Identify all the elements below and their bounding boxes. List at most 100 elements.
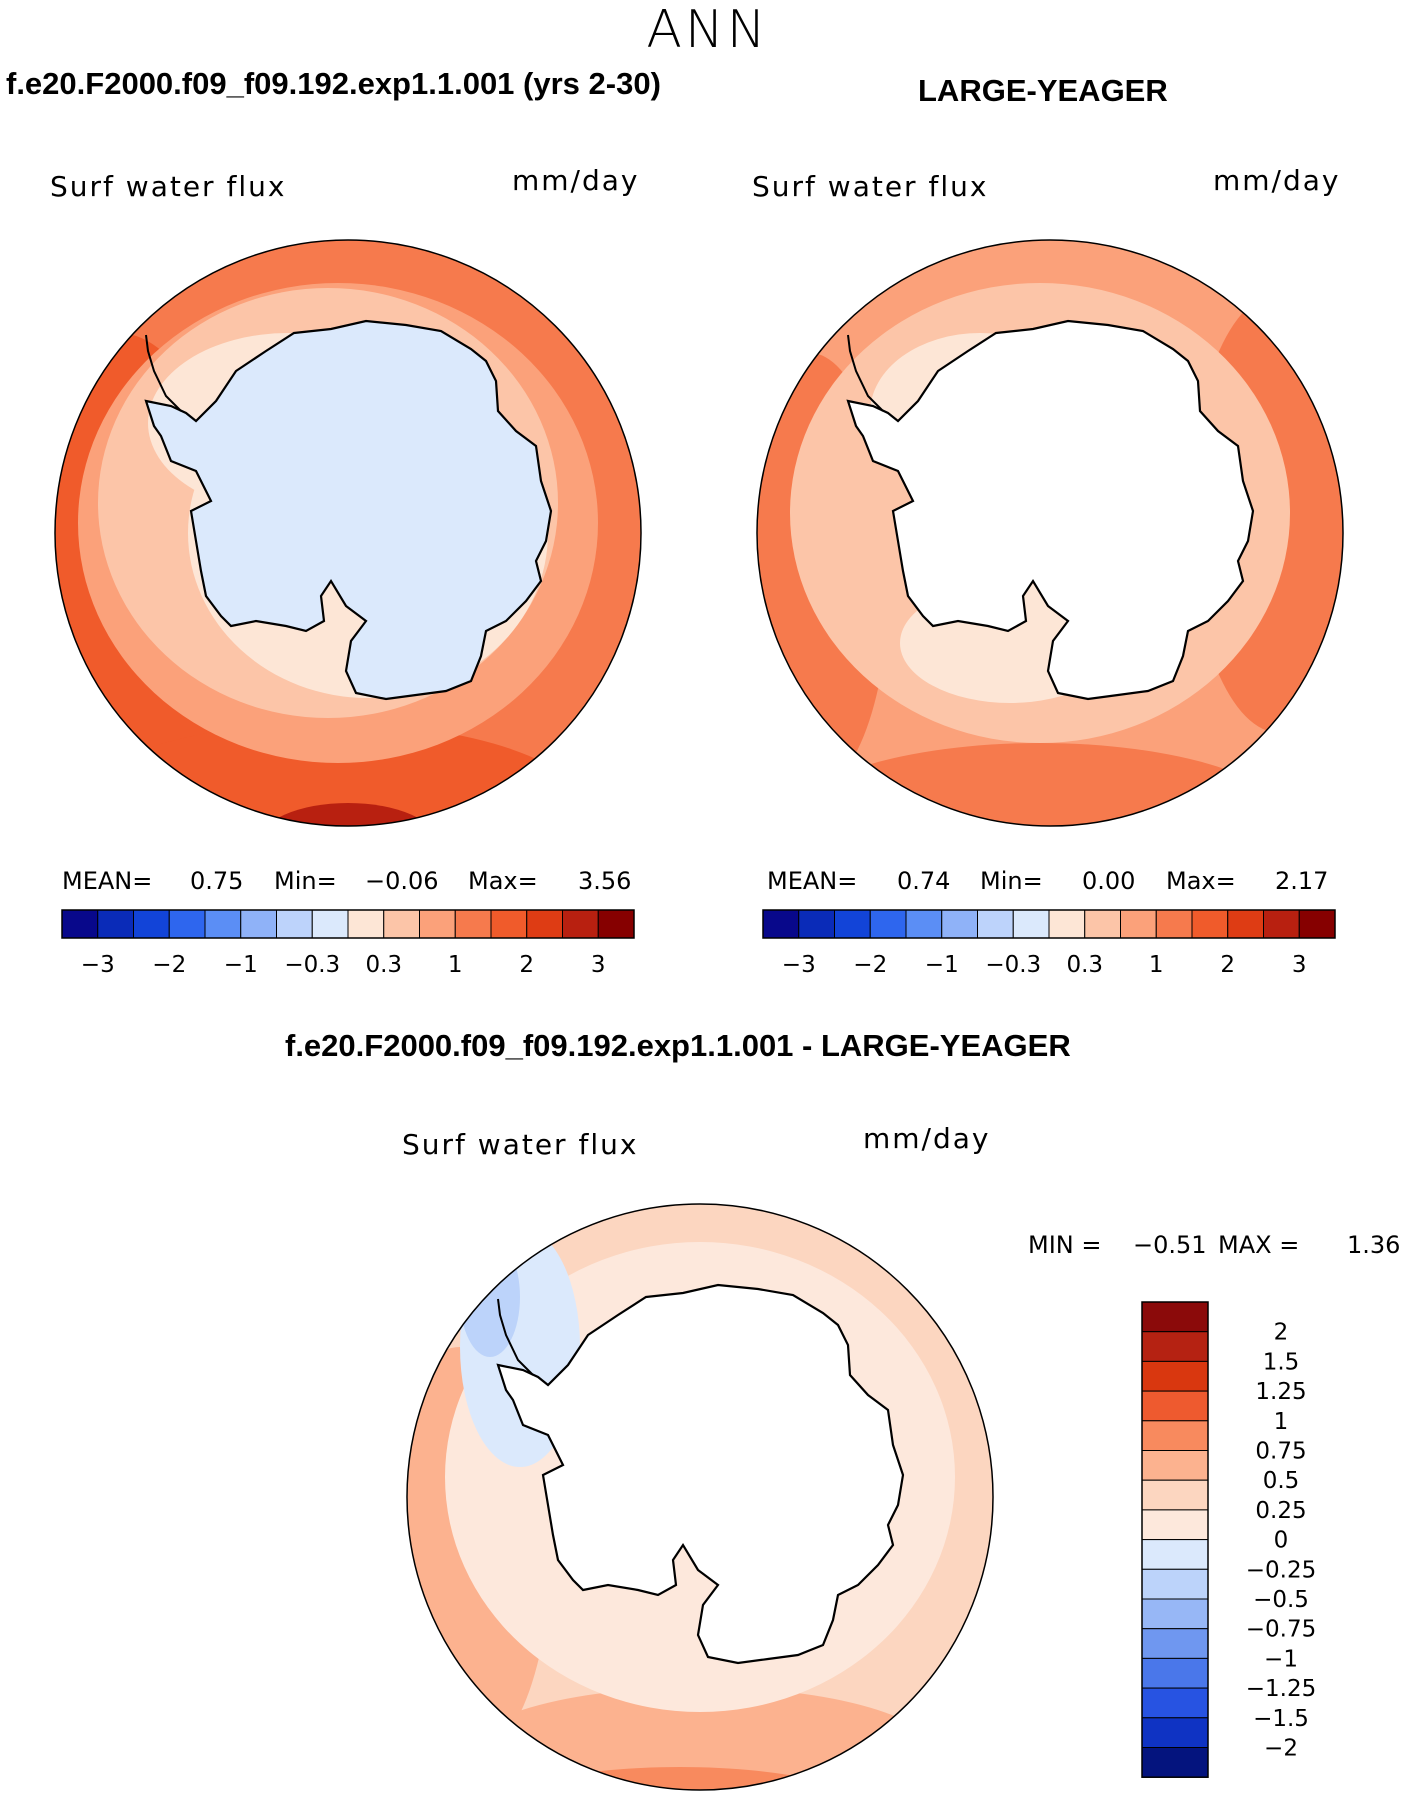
panel1-colorbar-cell: [419, 909, 456, 939]
panel1-colorbar-cell: [597, 909, 635, 939]
panel2-colorbar-cell: [905, 909, 943, 939]
diff-colorbar-cell: [1141, 1390, 1209, 1422]
panel2-colorbar-cell: [834, 909, 871, 939]
panel1-colorbar-cell: [562, 909, 599, 939]
diff-colorbar-cell: [1141, 1568, 1209, 1600]
diff-colorbar-cell: [1141, 1598, 1209, 1630]
panel2-colorbar-cell: [1191, 909, 1229, 939]
panel1-case-title: f.e20.F2000.f09_f09.192.exp1.1.001 (yrs …: [6, 66, 661, 101]
diff-colorbar-cell: [1141, 1301, 1209, 1333]
diff-units-label: mm/day: [863, 1122, 991, 1155]
panel1-colorbar-cell: [61, 909, 99, 939]
diff-min-value: −0.51: [1133, 1231, 1207, 1259]
diff-colorbar-tick-label: −0.5: [1253, 1587, 1309, 1613]
panel2-map-boundary: [756, 239, 1344, 827]
diff-min-label: MIN =: [1028, 1231, 1102, 1259]
panel2-colorbar-cell: [1120, 909, 1157, 939]
diff-colorbar-tick-label: −0.75: [1246, 1617, 1316, 1643]
diff-colorbar-tick-label: −1.25: [1246, 1676, 1316, 1702]
panel1-max-label: Max=: [468, 867, 538, 895]
panel1-min-label: Min=: [274, 867, 337, 895]
panel1-colorbar-tick-label: −1: [224, 952, 258, 978]
panel1-colorbar-tick-label: −3: [81, 952, 115, 978]
panel2-colorbar-tick-label: −0.3: [985, 952, 1041, 978]
panel2-colorbar-tick-label: −3: [782, 952, 816, 978]
diff-max-label: MAX =: [1218, 1231, 1300, 1259]
diff-colorbar-cell: [1141, 1539, 1209, 1570]
diff-colorbar-cell: [1141, 1717, 1209, 1749]
panel1-mean-label: MEAN=: [62, 867, 153, 895]
panel1-colorbar-cell: [311, 909, 349, 939]
panel2-colorbar-cell: [977, 909, 1014, 939]
panel2-mean-value: 0.74: [897, 867, 951, 895]
panel1-colorbar-tick-label: 1: [448, 952, 463, 978]
panel2-colorbar-cell: [1227, 909, 1264, 939]
diff-colorbar-tick-label: 1: [1274, 1409, 1289, 1435]
panel1-colorbar-cell: [526, 909, 563, 939]
diff-colorbar-tick-label: 0.25: [1255, 1498, 1306, 1524]
panel2-units-label: mm/day: [1213, 164, 1341, 197]
diff-colorbar-cell: [1141, 1420, 1209, 1452]
panel2-variable-label: Surf water flux: [752, 170, 989, 203]
diff-case-title: f.e20.F2000.f09_f09.192.exp1.1.001 - LAR…: [285, 1028, 1071, 1063]
panel2-colorbar-cell: [1012, 909, 1050, 939]
panel2-colorbar-cell: [1048, 909, 1086, 939]
panel1-variable-label: Surf water flux: [50, 170, 287, 203]
panel1-colorbar-tick-label: −0.3: [284, 952, 340, 978]
panel2-colorbar-tick-label: −2: [853, 952, 887, 978]
panel1-colorbar-frame: [61, 909, 635, 939]
panel1-colorbar-tick-label: 0.3: [365, 952, 402, 978]
diff-colorbar-cell: [1141, 1747, 1209, 1778]
panel2-max-value: 2.17: [1275, 867, 1329, 895]
panel1-map: [55, 240, 641, 826]
panel1-colorbar-cell: [97, 909, 134, 939]
diff-colorbar-cell: [1141, 1450, 1209, 1481]
diff-colorbar-tick-label: 0: [1274, 1528, 1289, 1554]
diff-colorbar-cell: [1141, 1509, 1209, 1541]
diff-colorbar-cell: [1141, 1628, 1209, 1659]
panel1-mean-value: 0.75: [190, 867, 244, 895]
diff-colorbar-tick-label: 1.5: [1263, 1349, 1300, 1375]
panel1-colorbar-cell: [383, 909, 420, 939]
panel2-colorbar-cell: [1298, 909, 1336, 939]
panel1-units-label: mm/day: [512, 164, 640, 197]
panel1-colorbar-tick-label: 2: [519, 952, 534, 978]
panel2-colorbar-cell: [1084, 909, 1121, 939]
diff-max-value: 1.36: [1347, 1231, 1401, 1259]
panel2-colorbar-cell: [762, 909, 800, 939]
panel1-colorbar-tick-label: 3: [591, 952, 606, 978]
panel2-colorbar-tick-label: 1: [1149, 952, 1164, 978]
panel2-colorbar-tick-label: 2: [1220, 952, 1235, 978]
panel1-colorbar-cell: [204, 909, 242, 939]
diff-colorbar-tick-label: −1: [1264, 1646, 1298, 1672]
panel2-min-label: Min=: [980, 867, 1043, 895]
panel1-colorbar-tick-label: −2: [152, 952, 186, 978]
diff-colorbar-tick-label: −2: [1264, 1736, 1298, 1762]
panel2-min-value: 0.00: [1082, 867, 1136, 895]
panel2-colorbar-tick-label: 3: [1292, 952, 1307, 978]
diff-colorbar-cell: [1141, 1479, 1209, 1511]
panel2-colorbar-cell: [1155, 909, 1193, 939]
panel2-colorbar-tick-label: −1: [925, 952, 959, 978]
diff-colorbar-cell: [1141, 1360, 1209, 1392]
diff-colorbar-frame: [1141, 1301, 1209, 1778]
panel1-colorbar-cell: [168, 909, 206, 939]
diff-colorbar-tick-label: −1.5: [1253, 1706, 1309, 1732]
diff-variable-label: Surf water flux: [402, 1128, 639, 1161]
panel2-colorbar-cell: [1263, 909, 1300, 939]
panel2-colorbar-cell: [798, 909, 835, 939]
diff-map-boundary: [406, 1203, 994, 1791]
diff-colorbar-tick-label: 0.5: [1263, 1468, 1300, 1494]
diff-colorbar-tick-label: 1.25: [1255, 1379, 1306, 1405]
panel2-case-title: LARGE-YEAGER: [918, 73, 1168, 108]
page-title: ANN: [646, 0, 769, 60]
diff-colorbar-cell: [1141, 1687, 1209, 1719]
panel1-map-boundary: [54, 239, 642, 827]
panel1-colorbar-cell: [347, 909, 385, 939]
panel1-min-value: −0.06: [365, 867, 439, 895]
panel2-colorbar-frame: [762, 909, 1336, 939]
panel2-colorbar-tick-label: 0.3: [1066, 952, 1103, 978]
panel1-colorbar-cell: [490, 909, 528, 939]
